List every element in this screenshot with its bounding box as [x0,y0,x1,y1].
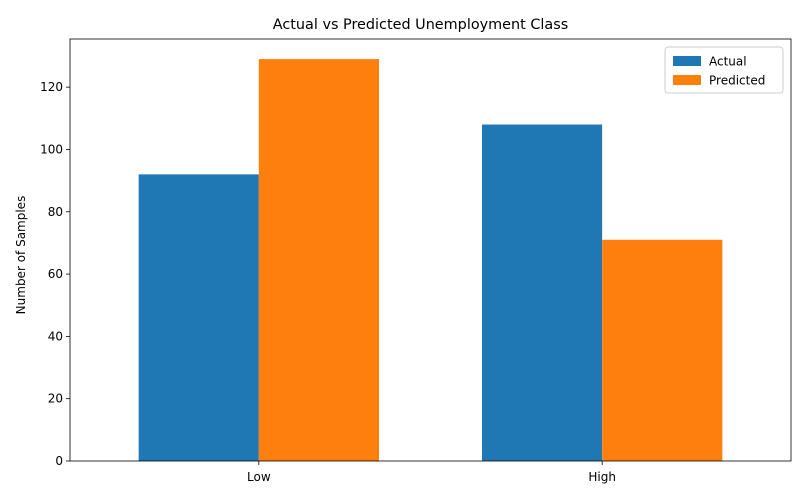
y-tick-label: 0 [55,454,63,468]
y-tick-label: 80 [48,205,63,219]
bar-actual-low [138,174,259,462]
x-tick-label-low: Low [247,470,271,484]
legend-swatch-predicted [673,75,701,85]
legend-label-actual: Actual [709,55,747,69]
y-tick-label: 120 [40,80,63,94]
axes-frame [69,38,792,462]
legend-swatch-actual [673,56,701,66]
bars-layer [138,59,723,462]
chart-title: Actual vs Predicted Unemployment Class [273,17,568,33]
legend: Actual Predicted [664,46,784,94]
y-tick-label: 20 [48,392,63,406]
plot-border [69,38,792,462]
y-tick-label: 100 [40,142,63,156]
bar-predicted-low [258,59,379,461]
x-tick-label-high: High [588,470,616,484]
x-axis-ticks: Low High [247,461,616,484]
legend-label-predicted: Predicted [709,74,765,88]
y-axis-label: Number of Samples [14,196,28,315]
bar-actual-high [482,124,603,461]
y-tick-label: 40 [48,329,63,343]
y-axis-ticks: 0 20 40 60 80 100 120 [40,80,70,468]
y-tick-label: 60 [48,267,63,281]
bar-predicted-high [602,239,723,461]
